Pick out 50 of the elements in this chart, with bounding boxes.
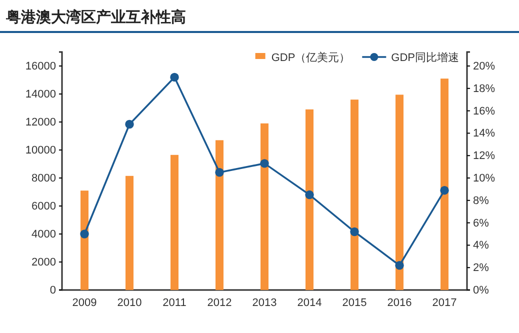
y-tick-label: 6000	[32, 200, 56, 213]
point	[125, 120, 134, 129]
bar	[260, 123, 268, 290]
y-tick-label: 8000	[32, 172, 56, 185]
point	[440, 186, 449, 195]
x-tick-label: 2016	[387, 296, 412, 309]
point	[260, 159, 269, 168]
y-tick-label: 2000	[32, 256, 56, 269]
bar	[170, 154, 178, 290]
x-tick-label: 2010	[117, 296, 142, 309]
x-tick-label: 2009	[72, 296, 97, 309]
x-tick-label: 2015	[342, 296, 367, 309]
y2-tick-label: 4%	[473, 240, 490, 252]
point	[170, 72, 179, 82]
bar	[306, 109, 314, 290]
point	[395, 261, 404, 270]
bar	[216, 140, 224, 290]
x-tick-label: 2011	[162, 296, 186, 309]
y-tick-label: 12000	[25, 116, 56, 129]
y2-tick-label: 6%	[473, 217, 490, 230]
y-tick-label: 0	[50, 284, 56, 297]
x-tick-label: 2013	[252, 296, 277, 309]
y2-tick-label: 18%	[473, 82, 496, 95]
y2-tick-label: 2%	[473, 262, 490, 274]
bar	[440, 78, 448, 290]
y-tick-label: 10000	[25, 144, 56, 157]
chart-title: 粤港澳大湾区产业互补性高	[5, 8, 186, 26]
legend-label: GDP（亿美元）	[271, 51, 350, 64]
point	[350, 227, 359, 236]
point	[305, 190, 314, 200]
x-tick-label: 2017	[432, 296, 457, 309]
y2-tick-label: 20%	[473, 60, 496, 73]
y2-tick-label: 16%	[473, 105, 496, 118]
y-tick-label: 16000	[25, 60, 56, 73]
bar	[396, 94, 404, 290]
x-tick-label: 2014	[297, 296, 322, 309]
x-tick-label: 2012	[207, 296, 232, 309]
y2-tick-label: 12%	[473, 150, 496, 162]
y2-tick-label: 0%	[473, 284, 490, 297]
bar	[350, 100, 358, 290]
y2-tick-label: 10%	[473, 172, 496, 185]
bar	[126, 176, 134, 290]
y-tick-label: 14000	[25, 88, 56, 101]
legend-label: GDP同比增速	[391, 51, 459, 64]
y2-tick-label: 14%	[473, 128, 496, 140]
y-tick-label: 4000	[32, 228, 56, 241]
bar	[80, 190, 88, 290]
point	[80, 230, 89, 238]
point	[215, 168, 224, 177]
y2-tick-label: 8%	[473, 194, 490, 207]
